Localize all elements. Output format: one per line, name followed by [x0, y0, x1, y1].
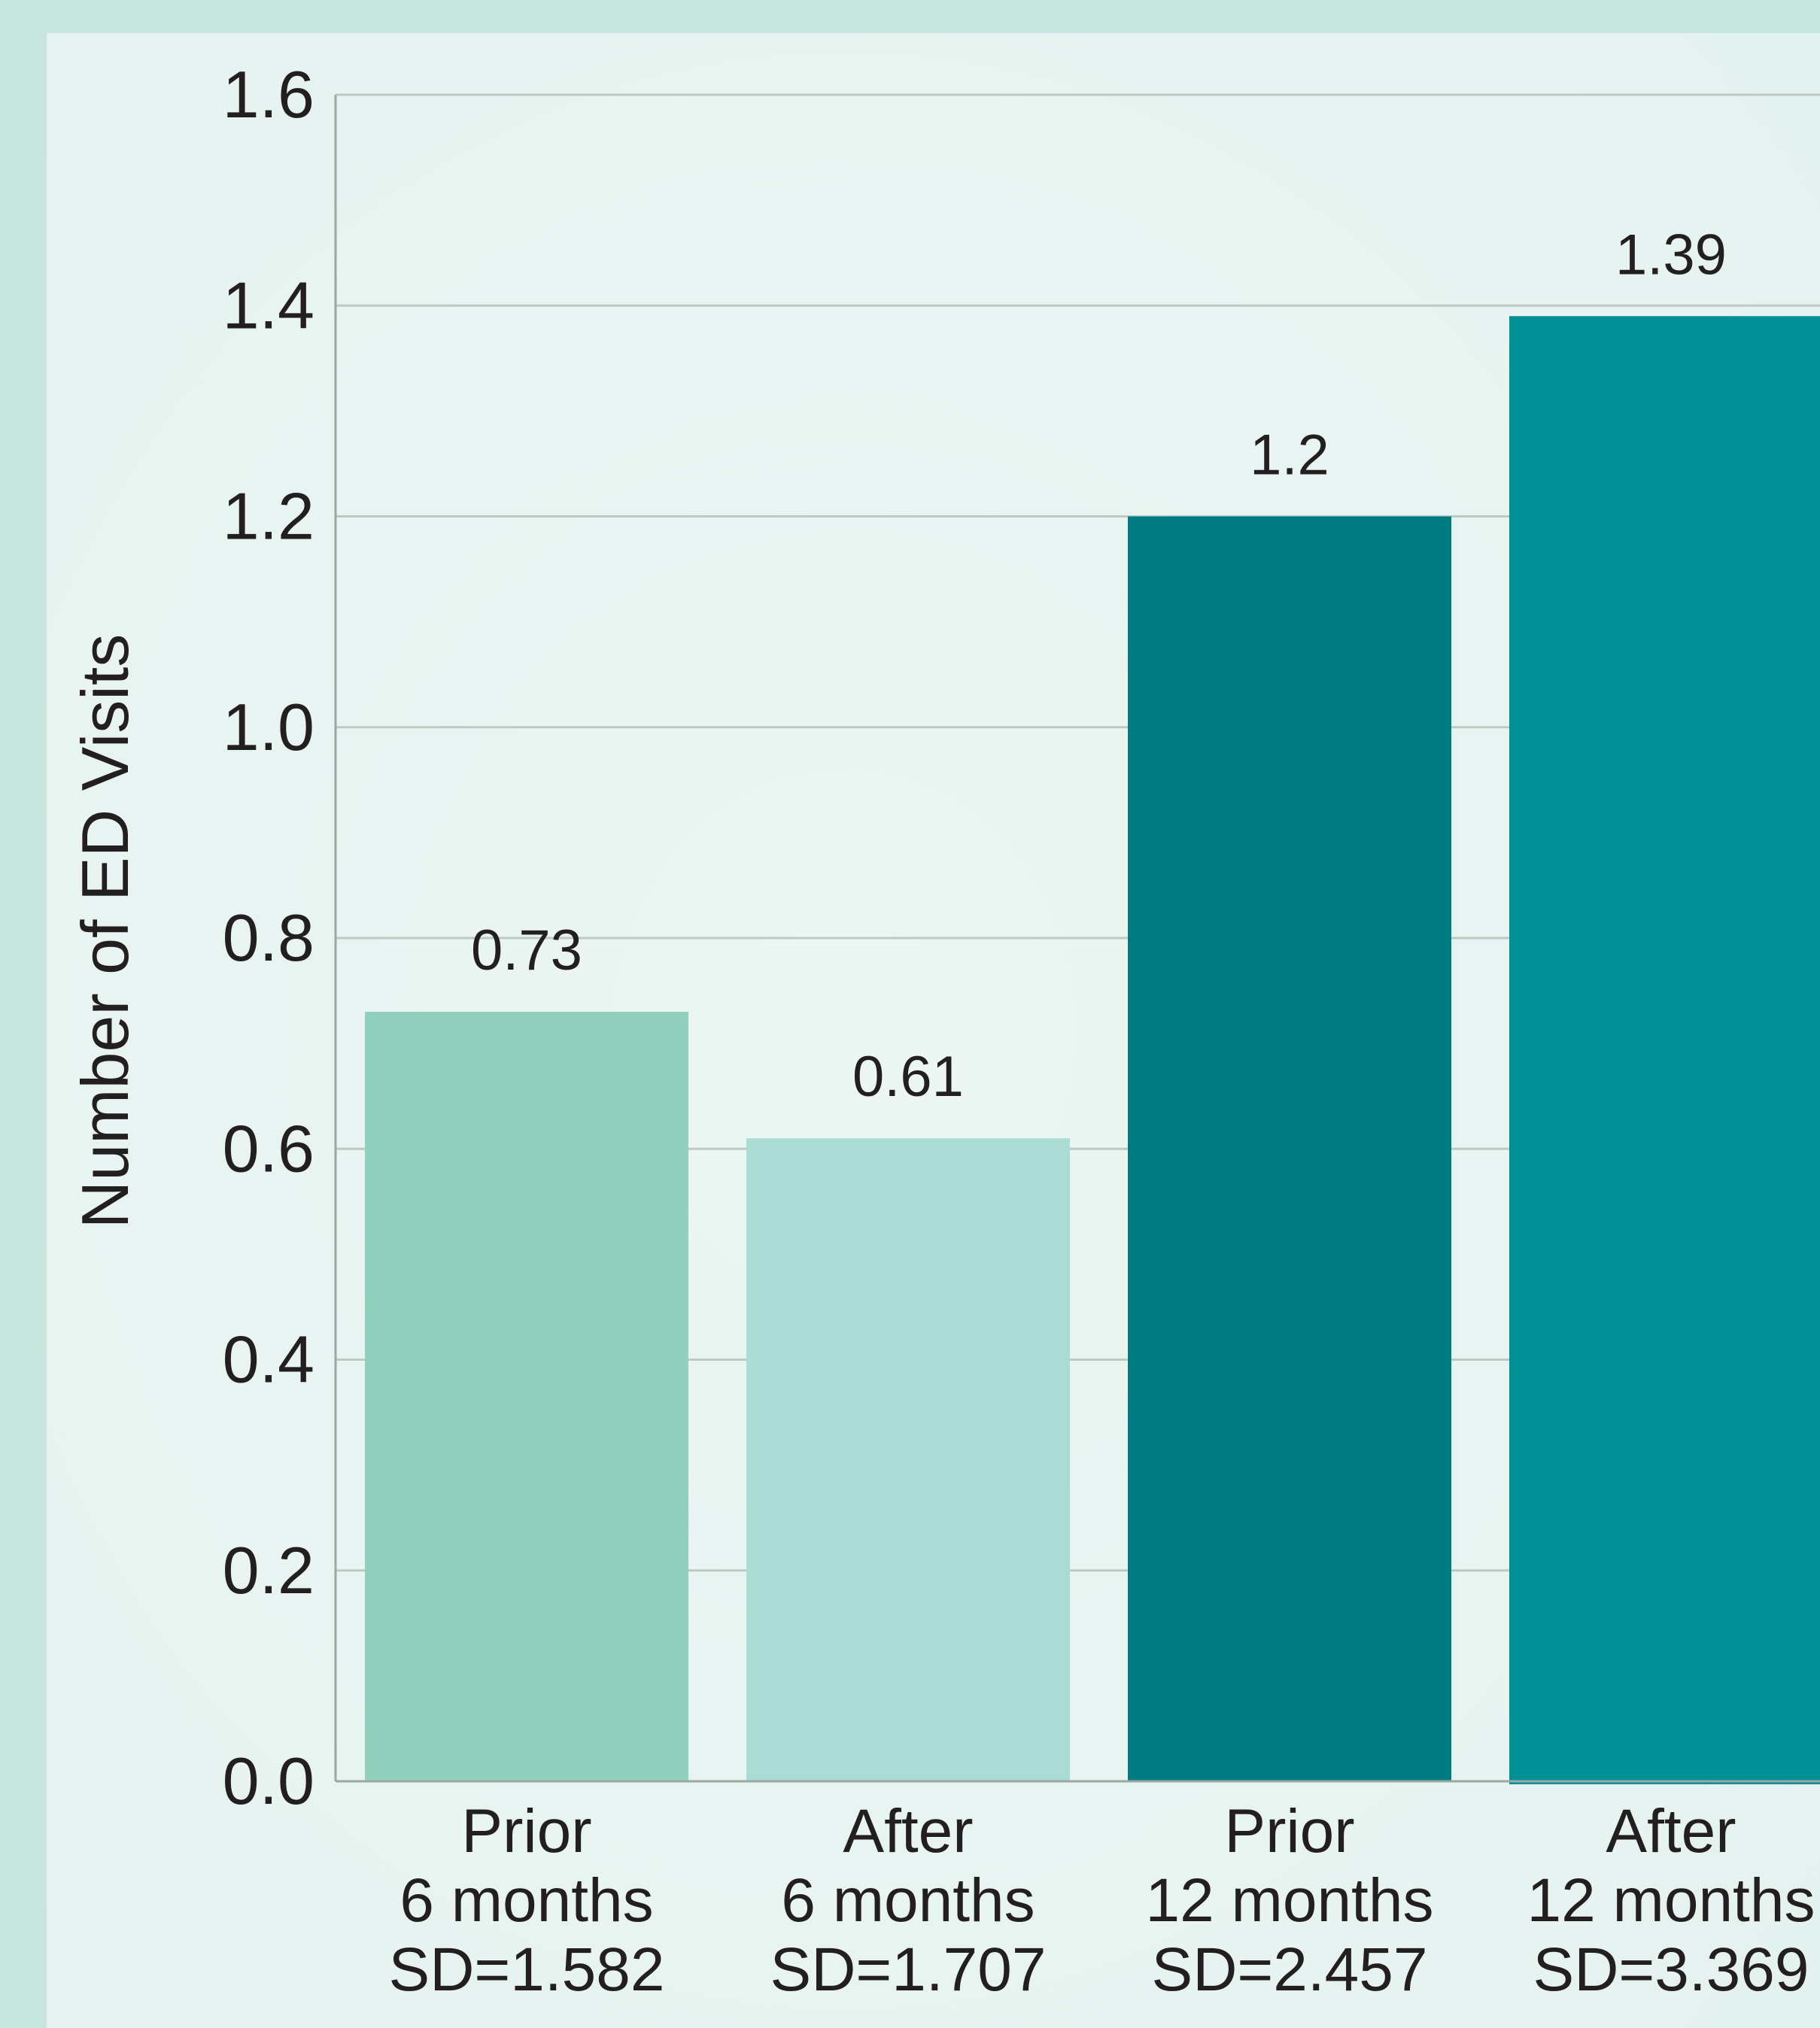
y-axis-title: Number of ED Visits	[68, 634, 142, 1229]
data-labels: 0.73 0.61 1.2 1.39	[471, 223, 1727, 1109]
bar	[746, 1138, 1070, 1781]
x-category-label: Prior	[1224, 1797, 1354, 1866]
data-label: 0.61	[852, 1045, 964, 1109]
x-category-label: 12 months	[1527, 1866, 1815, 1935]
x-category-label: SD=3.369	[1533, 1935, 1809, 2004]
x-category-label: After	[1606, 1797, 1736, 1866]
y-tick-label: 0.4	[223, 1322, 314, 1397]
data-label: 1.39	[1615, 223, 1727, 287]
x-category-label: SD=2.457	[1152, 1935, 1428, 2004]
bar	[1509, 316, 1820, 1785]
x-category-label: After	[843, 1797, 973, 1866]
bar	[1128, 516, 1451, 1781]
y-tick-label: 1.4	[223, 268, 314, 342]
x-category-label: SD=1.707	[770, 1935, 1047, 2004]
x-category-label: SD=1.582	[389, 1935, 665, 2004]
y-tick-label: 0.6	[223, 1111, 314, 1186]
data-label: 1.2	[1250, 424, 1329, 487]
axes	[334, 95, 1820, 1783]
y-tick-label: 0.0	[223, 1744, 314, 1818]
x-category-label: 6 months	[400, 1866, 653, 1935]
x-category-label: 12 months	[1146, 1866, 1434, 1935]
bars	[365, 316, 1820, 1785]
x-category-label: Prior	[461, 1797, 591, 1866]
y-tick-label: 1.0	[223, 690, 314, 764]
x-category-label: 6 months	[781, 1866, 1035, 1935]
y-tick-label: 1.2	[223, 479, 314, 554]
y-tick-label: 1.6	[223, 57, 314, 132]
y-tick-label: 0.2	[223, 1533, 314, 1608]
data-label: 0.73	[471, 918, 582, 982]
bar	[365, 1012, 688, 1781]
y-tick-label: 0.8	[223, 900, 314, 975]
y-tick-labels: 0.0 0.2 0.4 0.6 0.8 1.0 1.2 1.4 1.6	[223, 57, 314, 1818]
